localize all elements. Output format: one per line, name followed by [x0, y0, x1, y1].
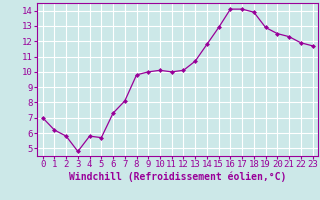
X-axis label: Windchill (Refroidissement éolien,°C): Windchill (Refroidissement éolien,°C) — [69, 172, 286, 182]
